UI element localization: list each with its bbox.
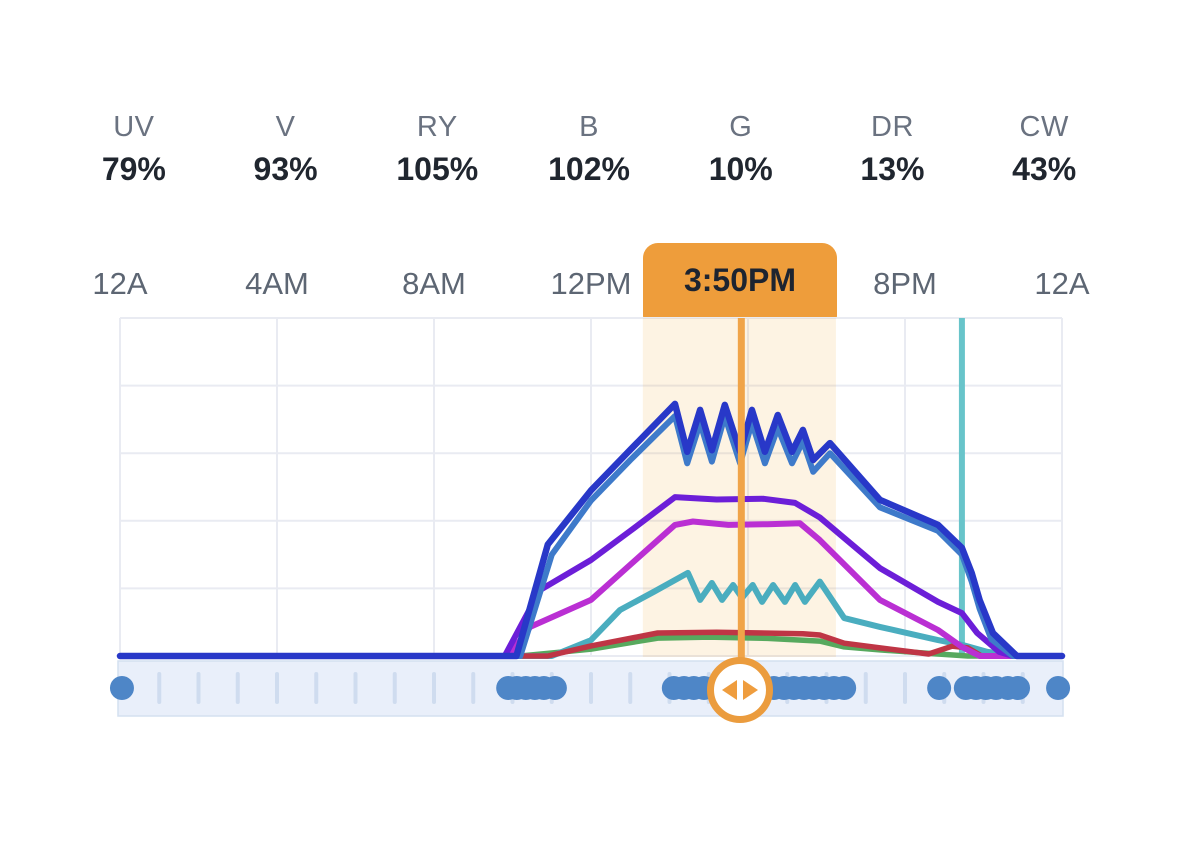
channel-col-ry: RY 105% <box>361 110 513 187</box>
channel-col-cw: CW 43% <box>968 110 1120 187</box>
channel-value: 43% <box>1012 151 1077 187</box>
channel-label: UV <box>113 111 155 143</box>
schedule-point-dot[interactable] <box>1006 676 1031 700</box>
channel-value: 79% <box>101 151 166 187</box>
channel-label: V <box>275 111 296 143</box>
handle-right-arrow-icon <box>743 680 758 700</box>
schedule-point-dot[interactable] <box>927 676 952 700</box>
handle-left-arrow-icon <box>722 680 737 700</box>
channel-value: 102% <box>548 151 630 187</box>
channel-value: 13% <box>860 151 925 187</box>
channel-col-v: V 93% <box>210 110 362 187</box>
time-scrubber-handle[interactable] <box>707 657 773 723</box>
channel-label: RY <box>416 111 458 143</box>
series-purple-line <box>117 494 1065 659</box>
channel-col-g: G 10% <box>665 110 817 187</box>
channel-label: CW <box>1019 111 1069 143</box>
series-teal-line <box>117 569 1065 659</box>
channel-col-b: B 102% <box>513 110 665 187</box>
time-label-12pm: 12PM <box>550 266 632 301</box>
time-label-12a-end: 12A <box>1034 266 1090 301</box>
channel-header-row: UV 79% V 93% RY 105% B 102% G 10% DR 13%… <box>58 110 1120 187</box>
channel-label: G <box>729 111 753 143</box>
channel-col-dr: DR 13% <box>817 110 969 187</box>
time-label-12a-start: 12A <box>92 266 148 301</box>
time-label-8pm: 8PM <box>873 266 937 301</box>
schedule-point-dot[interactable] <box>109 676 134 700</box>
channel-value: 93% <box>253 151 318 187</box>
time-label-4am: 4AM <box>245 266 309 301</box>
channel-label: DR <box>871 111 914 143</box>
channel-label: B <box>579 111 599 143</box>
schedule-point-dot[interactable] <box>542 676 567 700</box>
schedule-point-dot[interactable] <box>1046 676 1071 700</box>
series-magenta-line <box>117 518 1065 659</box>
channel-col-uv: UV 79% <box>58 110 210 187</box>
channel-value: 105% <box>396 151 479 187</box>
schedule-point-dot[interactable] <box>832 676 857 700</box>
channel-value: 10% <box>708 151 773 187</box>
selected-time-text: 3:50PM <box>683 262 797 298</box>
time-label-8am: 8AM <box>402 266 466 301</box>
selected-time-badge: 3:50PM <box>643 243 837 318</box>
series-royal-blue-line <box>116 400 1066 660</box>
